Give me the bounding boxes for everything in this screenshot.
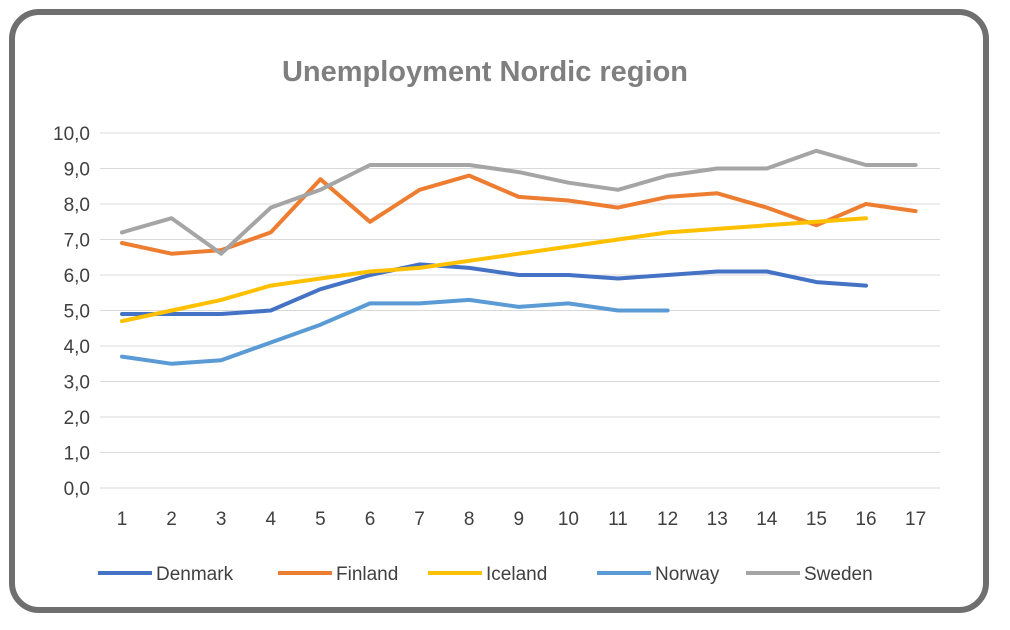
x-tick-label: 2 (166, 509, 177, 530)
legend-label-denmark: Denmark (156, 564, 234, 585)
y-tick-label: 2,0 (64, 408, 90, 429)
series-lines (120, 148, 918, 366)
x-tick-label: 5 (315, 509, 326, 530)
series-line-norway (120, 297, 670, 366)
legend: Denmark Finland Iceland Norway Sweden (98, 564, 873, 585)
legend-label-finland: Finland (336, 564, 398, 585)
gridlines (100, 132, 940, 489)
x-tick-label: 12 (657, 509, 678, 530)
legend-label-norway: Norway (655, 564, 720, 585)
y-tick-label: 9,0 (64, 160, 90, 181)
x-tick-label: 16 (855, 509, 876, 530)
x-tick-label: 9 (514, 509, 525, 530)
x-tick-label: 10 (558, 509, 579, 530)
x-axis-ticks: 1 2 3 4 5 6 7 8 9 10 11 12 13 14 15 16 17 (117, 509, 926, 530)
legend-label-iceland: Iceland (486, 564, 547, 585)
x-tick-label: 1 (117, 509, 128, 530)
y-tick-label: 8,0 (64, 195, 90, 216)
y-tick-label: 7,0 (64, 231, 90, 252)
x-tick-label: 17 (905, 509, 926, 530)
series-line-denmark (120, 262, 868, 316)
x-tick-label: 11 (608, 509, 628, 530)
y-tick-label: 10,0 (53, 124, 90, 145)
x-tick-label: 13 (707, 509, 728, 530)
x-tick-label: 3 (216, 509, 227, 530)
y-tick-label: 0,0 (64, 479, 90, 500)
series-line-iceland (120, 216, 868, 324)
x-tick-label: 4 (266, 509, 277, 530)
x-tick-label: 7 (414, 509, 425, 530)
legend-label-sweden: Sweden (804, 564, 873, 585)
y-axis-ticks: 0,0 1,0 2,0 3,0 4,0 5,0 6,0 7,0 8,0 9,0 10,0 (53, 124, 90, 500)
y-tick-label: 1,0 (64, 444, 90, 465)
series-line-finland (120, 173, 918, 256)
x-tick-label: 6 (365, 509, 376, 530)
x-tick-label: 8 (464, 509, 475, 530)
y-tick-label: 6,0 (64, 266, 90, 287)
y-tick-label: 4,0 (64, 337, 90, 358)
x-tick-label: 14 (756, 509, 778, 530)
y-tick-label: 3,0 (64, 373, 90, 394)
chart-title: Unemployment Nordic region (282, 56, 688, 88)
y-tick-label: 5,0 (64, 302, 90, 323)
series-line-sweden (120, 148, 918, 256)
x-tick-label: 15 (806, 509, 827, 530)
